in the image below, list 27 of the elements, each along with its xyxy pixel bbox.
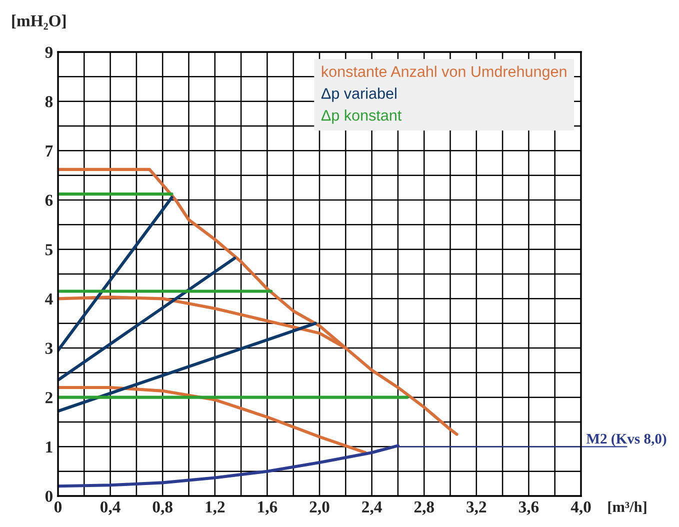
x-tick-label: 3,6 [518,501,539,516]
x-tick-label: 2,0 [310,501,330,516]
y-tick-label: 5 [45,244,53,256]
x-tick-label: 0 [54,501,62,513]
x-tick-label: 2,4 [362,501,382,516]
text: konstante Anzahl von Umdrehungen [322,66,566,80]
x-tick-label: 1,2 [206,501,225,516]
y-tick-label: 6 [45,194,53,206]
x-tick-label: 2,8 [414,501,434,516]
text: Δp variabel [321,88,396,102]
x-tick-label: 4,0 [570,501,591,516]
y-tick-label: 4 [45,293,53,304]
y-tick-label: 3 [45,342,53,354]
x-tick-label: 1,6 [258,501,278,516]
y-tick-label: 0 [45,490,53,502]
y-tick-label: 1 [46,441,52,452]
x-tick-label: 0,8 [152,501,172,516]
x-tick-label: 3,2 [466,501,486,516]
annotation: M2 (Kvs 8,0) [586,433,666,447]
y-tick-label: 7 [46,146,53,156]
x-tick-label: 0,4 [100,501,120,516]
y-tick-label: 2 [46,392,52,404]
x-axis-title: [m³/h] [608,501,646,514]
text: Δp konstant [321,110,402,124]
y-axis-title: [mH₂O] [12,14,66,30]
y-tick-label: 8 [45,96,53,108]
y-tick-label: 9 [45,46,53,58]
